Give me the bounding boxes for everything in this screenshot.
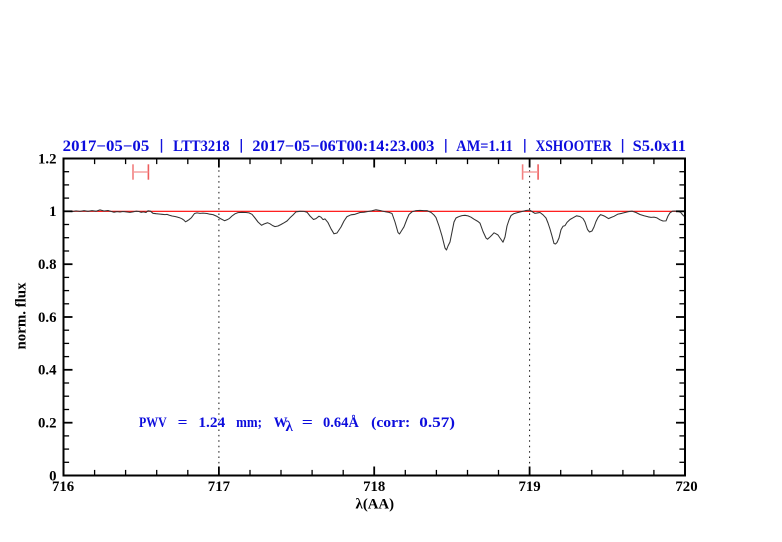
svg-text:PWV: PWV (139, 415, 167, 431)
svg-text:718: 718 (363, 479, 385, 495)
svg-text:LTT3218: LTT3218 (173, 138, 230, 155)
svg-text:(corr:: (corr: (371, 415, 410, 431)
svg-text:2017−05−06T00:14:23.003: 2017−05−06T00:14:23.003 (252, 138, 434, 155)
svg-text:0.2: 0.2 (38, 416, 57, 432)
svg-text:716: 716 (52, 479, 74, 495)
svg-text:λ(AA): λ(AA) (356, 497, 395, 513)
svg-text:2017−05−05: 2017−05−05 (63, 138, 150, 155)
svg-text:720: 720 (675, 479, 697, 495)
svg-text:1: 1 (49, 204, 56, 220)
svg-text:1.24: 1.24 (198, 415, 225, 431)
svg-text:0.64Å: 0.64Å (323, 415, 359, 431)
svg-text:=: = (302, 415, 313, 431)
svg-text:0.8: 0.8 (38, 257, 57, 273)
svg-text:XSHOOTER: XSHOOTER (536, 138, 613, 155)
svg-text:S5.0x11: S5.0x11 (633, 138, 686, 155)
svg-text:AM=1.11: AM=1.11 (456, 138, 513, 155)
svg-text:0: 0 (49, 468, 56, 484)
svg-text:λ: λ (286, 419, 294, 435)
svg-text:mm;: mm; (236, 415, 262, 431)
svg-text:norm. flux: norm. flux (14, 282, 30, 350)
svg-text:=: = (178, 415, 188, 431)
svg-text:717: 717 (208, 479, 231, 495)
svg-text:719: 719 (518, 479, 540, 495)
svg-text:W: W (274, 415, 288, 431)
svg-text:1.2: 1.2 (38, 151, 57, 167)
svg-text:0.6: 0.6 (38, 310, 57, 326)
svg-text:0.4: 0.4 (38, 363, 57, 379)
svg-text:0.57): 0.57) (419, 415, 455, 431)
